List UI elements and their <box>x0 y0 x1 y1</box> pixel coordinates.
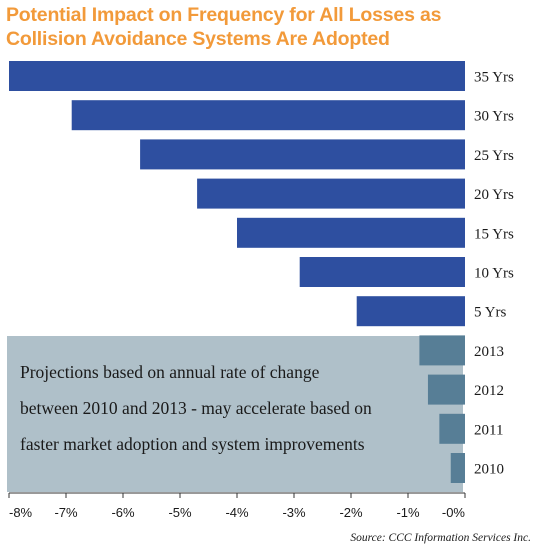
x-tick-label: -0% <box>442 505 466 520</box>
bar-10-yrs <box>299 257 465 287</box>
category-label-2011: 2011 <box>474 422 503 438</box>
x-tick-label: -7% <box>54 505 78 520</box>
category-label-15-yrs: 15 Yrs <box>474 226 514 242</box>
bar-2012 <box>427 374 465 405</box>
annotation-line-1: Projections based on annual rate of chan… <box>20 362 320 382</box>
bar-35-yrs <box>9 61 465 91</box>
category-label-2012: 2012 <box>474 383 504 399</box>
x-tick-label: -1% <box>396 505 420 520</box>
x-tick-label: -2% <box>339 505 363 520</box>
bar-2013 <box>419 335 465 366</box>
bar-20-yrs <box>197 178 465 209</box>
x-tick-label: -5% <box>168 505 192 520</box>
x-tick-label: -3% <box>282 505 306 520</box>
category-label-20-yrs: 20 Yrs <box>474 187 514 203</box>
annotation-line-2: between 2010 and 2013 - may accelerate b… <box>20 398 372 418</box>
chart-title: Potential Impact on Frequency for All Lo… <box>6 4 442 50</box>
source-credit: Source: CCC Information Services Inc. <box>350 532 531 544</box>
bar-2010 <box>450 453 465 483</box>
bar-25-yrs <box>140 139 465 170</box>
annotation-box <box>7 336 463 492</box>
category-label-5-yrs: 5 Yrs <box>474 305 507 321</box>
annotation-text: Projections based on annual rate of chan… <box>20 362 372 454</box>
category-label-35-yrs: 35 Yrs <box>474 70 514 86</box>
annotation-line-3: faster market adoption and system improv… <box>20 434 365 454</box>
bar-5-yrs <box>356 296 465 327</box>
category-label-2013: 2013 <box>474 344 504 360</box>
category-label-30-yrs: 30 Yrs <box>474 109 514 125</box>
category-labels: 35 Yrs 30 Yrs 25 Yrs 20 Yrs 15 Yrs 10 Yrs 5 Yr… <box>474 70 514 478</box>
bar-2011 <box>439 413 465 444</box>
x-axis: -8% -7% -6% -5% -4% -3% -2% -1% -0% <box>8 492 466 520</box>
category-label-25-yrs: 25 Yrs <box>474 148 514 164</box>
bar-15-yrs <box>237 217 465 248</box>
x-tick-label: -6% <box>111 505 135 520</box>
bar-30-yrs <box>71 100 465 131</box>
category-label-2010: 2010 <box>474 462 504 478</box>
x-tick-label: -8% <box>9 505 33 520</box>
category-label-10-yrs: 10 Yrs <box>474 266 514 282</box>
bars-group <box>9 61 465 483</box>
x-tick-label: -4% <box>225 505 249 520</box>
